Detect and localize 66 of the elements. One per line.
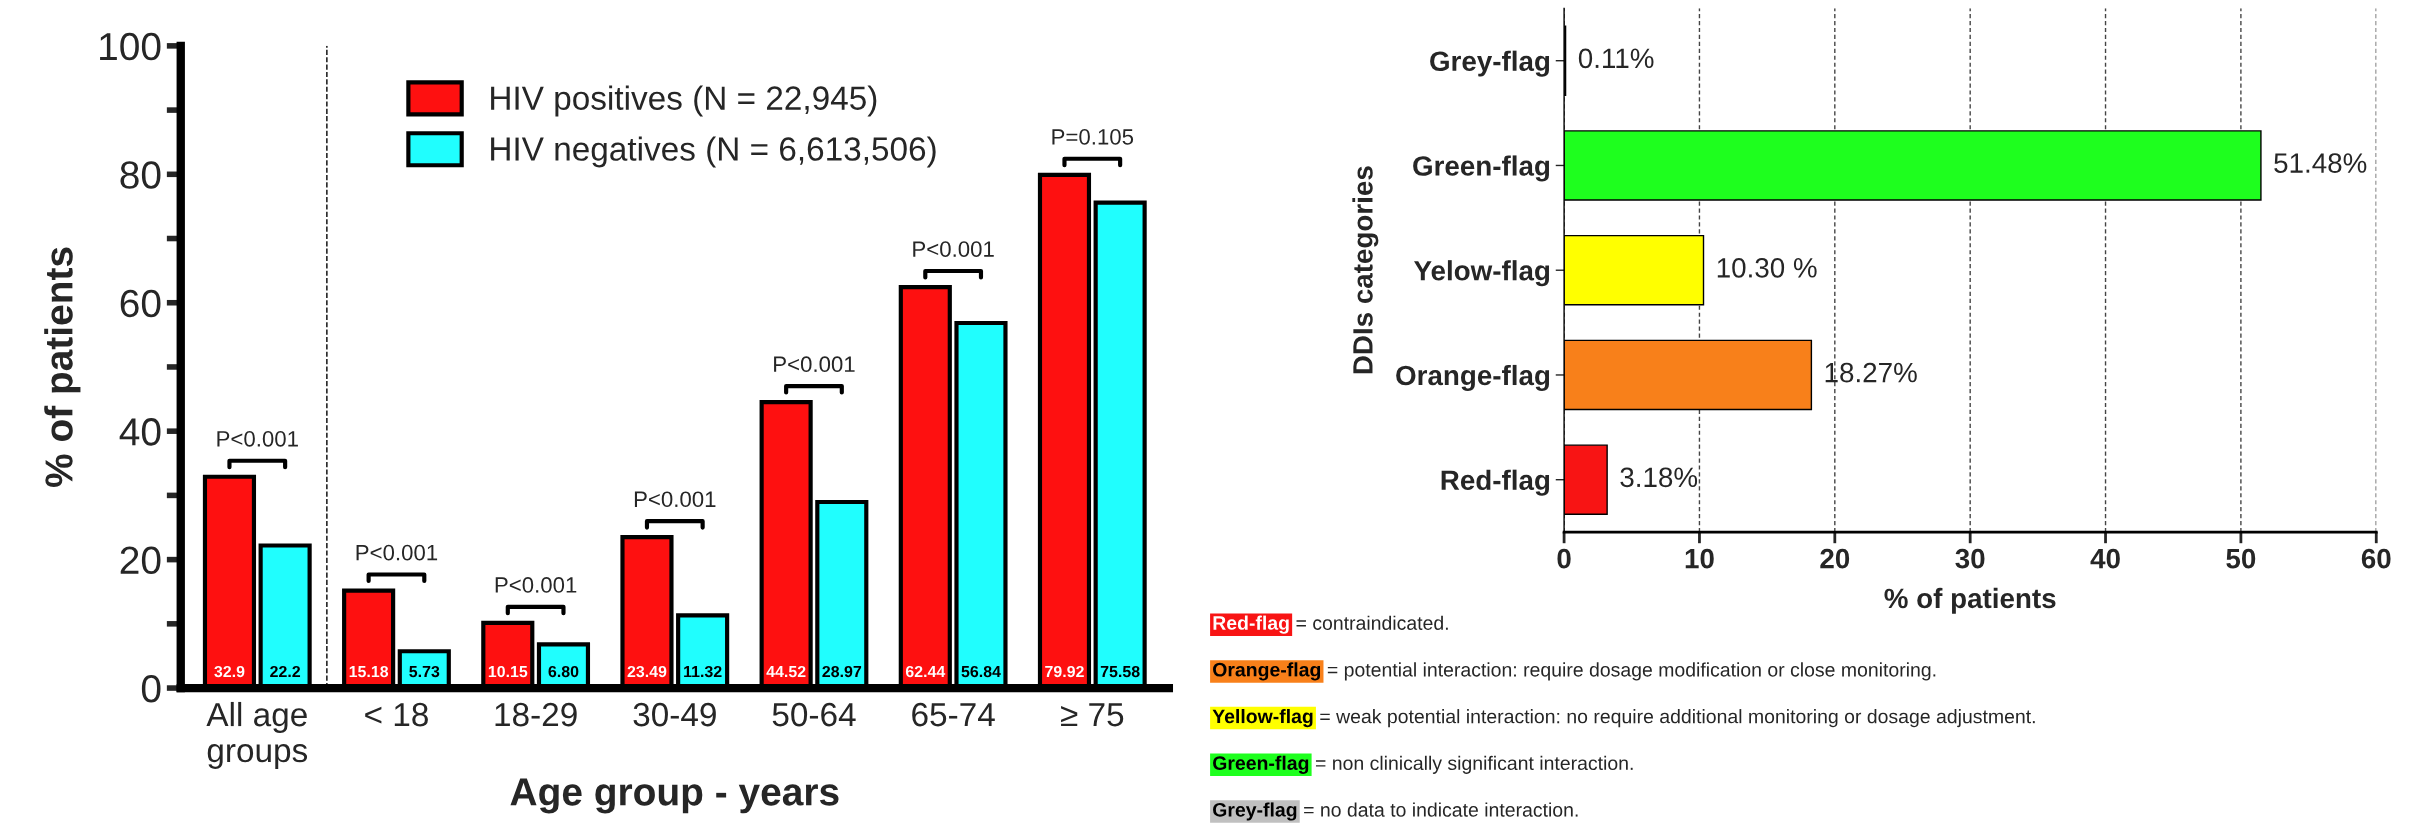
data-label: 10.30 %	[1717, 258, 1817, 278]
annotation: P<0.001	[495, 577, 577, 593]
data-label: 3.18%	[1620, 467, 1698, 488]
data-label: 22.2	[270, 665, 301, 678]
data-label: 32.9	[214, 665, 245, 678]
y-tick-label: Red-flag	[1441, 469, 1550, 496]
annotation: P<0.001	[774, 356, 855, 373]
x-tick-label: 10	[1685, 548, 1714, 569]
text: = contraindicated.	[1296, 615, 1448, 630]
data-label: 15.18	[349, 665, 389, 678]
data-label: 75.58	[1100, 665, 1140, 678]
y-tick-label: 60	[120, 289, 161, 318]
y-tick-label: Yelow-flag	[1414, 260, 1550, 287]
y-tick-label: 0	[141, 674, 161, 703]
data-label: 11.32	[684, 665, 722, 678]
data-label: 51.48%	[2274, 153, 2367, 173]
x-tick-label: 65-74	[912, 702, 995, 727]
x-tick-label: 60	[2361, 548, 2391, 569]
y-axis-title: DDIs categories	[1352, 166, 1379, 374]
annotation: P=0.105	[1052, 129, 1134, 145]
data-label: 10.15	[488, 665, 528, 678]
text: = weak potential interaction: no require additional monitoring or dosage adjustment.	[1320, 709, 2035, 728]
x-tick-label: ≥ 75	[1061, 703, 1124, 727]
x-tick-label: 50-64	[772, 702, 856, 727]
text: = no data to indicate interaction.	[1304, 802, 1578, 817]
y-axis-title: % of patients	[44, 247, 81, 487]
y-tick-label: 80	[120, 161, 161, 189]
x-tick-label: 30	[1955, 548, 1985, 569]
data-label: 62.44	[905, 665, 946, 678]
y-tick-label: Green-flag	[1413, 155, 1550, 182]
y-tick-label: 100	[100, 32, 161, 61]
y-tick-label: Orange-flag	[1396, 364, 1550, 391]
y-tick-label: 40	[119, 418, 161, 446]
text: = non clinically significant interaction.	[1315, 755, 1633, 774]
text: Orange-flag	[1213, 662, 1321, 681]
annotation: P<0.001	[356, 544, 438, 561]
data-label: 18.27%	[1825, 362, 1917, 383]
annotation: P<0.001	[634, 491, 716, 508]
text: Green-flag	[1213, 755, 1309, 774]
x-tick-label: < 18	[365, 702, 428, 727]
data-label: 79.92	[1045, 665, 1084, 678]
data-label: 0.11%	[1578, 48, 1654, 69]
y-tick-label: Grey-flag	[1430, 50, 1550, 77]
text: Grey-flag	[1213, 802, 1297, 821]
data-label: 5.73	[409, 665, 440, 678]
x-axis-title: Age group - years	[510, 778, 839, 814]
x-axis-title: % of patients	[1884, 587, 2056, 614]
data-label: 6.80	[548, 665, 579, 678]
data-label: 23.49	[627, 665, 667, 678]
data-label: 44.52	[766, 665, 806, 678]
annotation: P<0.001	[217, 430, 298, 447]
x-tick-label: 30-49	[633, 702, 716, 727]
text: = potential interaction: require dosage modification or close monitoring.	[1327, 662, 1936, 681]
legend-label: HIV negatives (N = 6,613,506)	[491, 136, 936, 168]
annotation: P<0.001	[913, 241, 994, 257]
x-tick-label: 0	[1557, 548, 1571, 569]
x-tick-label: 20	[1820, 548, 1850, 569]
text: Yellow-flag	[1212, 708, 1313, 728]
data-label: 28.97	[822, 665, 862, 678]
x-tick-label: 18-29	[495, 702, 577, 727]
x-tick-label: All age groups	[206, 701, 308, 769]
x-tick-label: 40	[2090, 548, 2120, 569]
data-label: 56.84	[961, 665, 1001, 678]
text: Red-flag	[1213, 615, 1289, 634]
x-tick-label: 50	[2226, 548, 2256, 569]
legend-label: HIV positives (N = 22,945)	[491, 85, 877, 117]
